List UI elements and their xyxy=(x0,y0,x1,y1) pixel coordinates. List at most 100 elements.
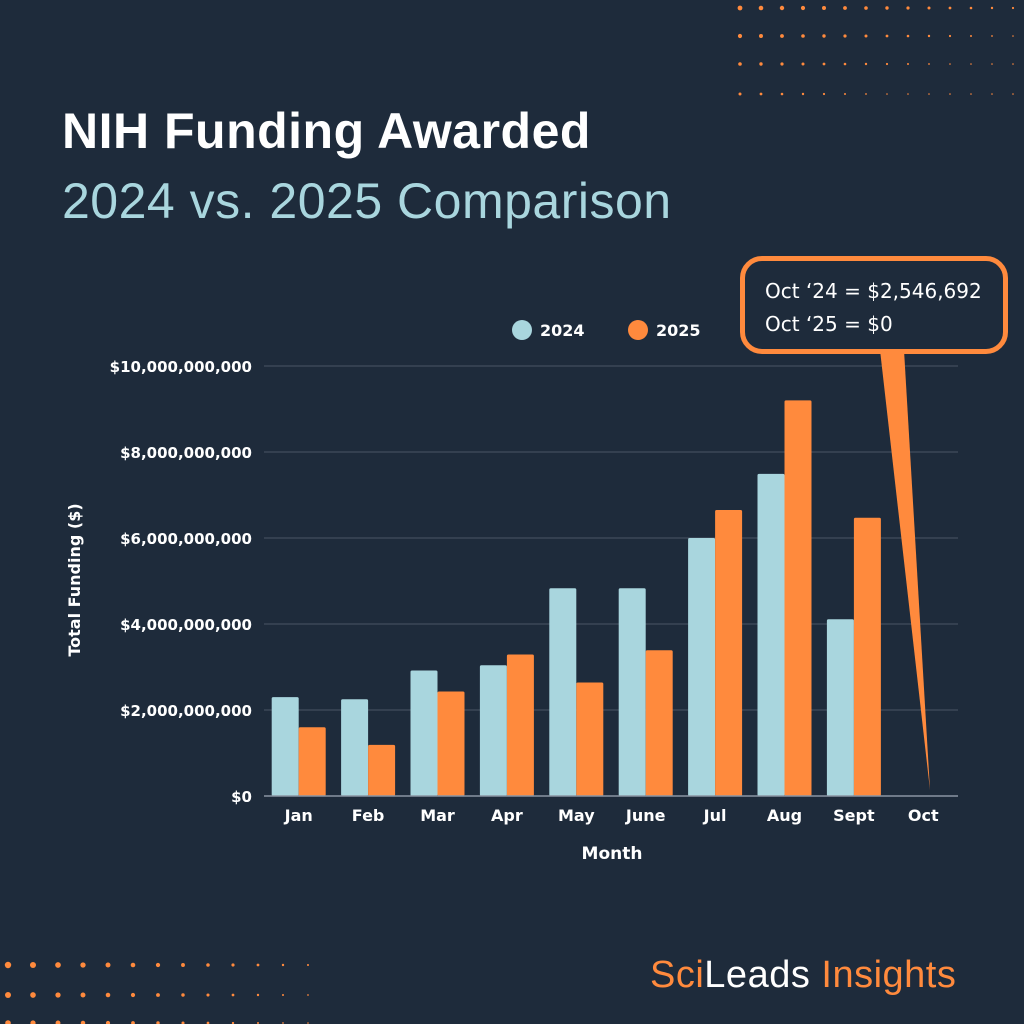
decor-dot xyxy=(307,994,309,996)
x-tick-label: Oct xyxy=(908,806,939,825)
y-axis-label: Total Funding ($) xyxy=(65,503,84,656)
callout-line-2025: Oct ‘25 = $0 xyxy=(765,312,893,336)
legend-marker-2025 xyxy=(628,320,648,340)
decor-dot xyxy=(927,34,931,38)
x-tick-label: Mar xyxy=(420,806,455,825)
x-axis-label: Month xyxy=(582,844,643,864)
decor-dot xyxy=(29,961,37,969)
decor-dot xyxy=(156,1021,160,1024)
bar-2025-jan xyxy=(298,727,326,796)
decor-dot xyxy=(105,1020,111,1024)
decor-dot xyxy=(948,34,952,38)
y-tick-label: $6,000,000,000 xyxy=(120,530,252,548)
legend: 2024 2025 xyxy=(512,320,701,340)
decor-dot xyxy=(5,992,11,998)
decor-dot xyxy=(800,5,806,11)
decor-dot xyxy=(1011,6,1015,10)
decor-dot xyxy=(844,93,846,95)
y-tick-label: $0 xyxy=(231,788,252,806)
decor-dot xyxy=(948,6,952,10)
decor-dot xyxy=(130,992,136,998)
decor-dot xyxy=(759,92,763,96)
bar-2024-sept xyxy=(826,619,854,796)
decor-dot xyxy=(991,35,993,37)
decor-dot xyxy=(780,92,784,96)
decor-dot xyxy=(907,63,909,65)
decor-dot xyxy=(281,963,285,967)
decor-dot xyxy=(737,33,743,39)
x-tick-label: May xyxy=(558,806,595,825)
decor-dot xyxy=(1012,93,1014,95)
decor-dot xyxy=(130,962,136,968)
decor-dot xyxy=(282,1022,284,1024)
x-tick-label: Jan xyxy=(284,806,313,825)
x-tick-labels: Jan Feb Mar Apr May June Jul Aug Sept Oct xyxy=(284,806,939,825)
decor-dot xyxy=(991,93,993,95)
decor-dot xyxy=(256,993,260,997)
brand-logo: SciLeads Insights xyxy=(650,954,956,997)
decor-dot xyxy=(907,93,909,95)
x-tick-label: Aug xyxy=(767,806,802,825)
decor-dot xyxy=(906,6,910,10)
decor-dot xyxy=(281,993,285,997)
decor-dot xyxy=(181,1021,185,1024)
y-tick-labels: $0 $2,000,000,000 $4,000,000,000 $6,000,000… xyxy=(110,358,252,806)
decor-dot xyxy=(737,5,743,11)
decor-dot xyxy=(1012,63,1014,65)
decor-dot xyxy=(206,963,210,967)
bar-2025-mar xyxy=(437,691,465,796)
decor-dot xyxy=(105,992,111,998)
decor-dot xyxy=(801,62,805,66)
legend-label-2025: 2025 xyxy=(656,321,701,340)
decor-dot xyxy=(864,6,868,10)
decor-dot xyxy=(928,93,930,95)
chart-subtitle: 2024 vs. 2025 Comparison xyxy=(62,173,672,229)
bar-2025-sept xyxy=(853,517,881,796)
decor-dot xyxy=(906,34,910,38)
decor-dot xyxy=(865,93,867,95)
decor-dot xyxy=(231,1021,235,1024)
brand-part-insights: Insights xyxy=(810,954,957,996)
decor-dot xyxy=(885,34,889,38)
decor-dot xyxy=(843,62,847,66)
decor-dot xyxy=(155,962,161,968)
decor-dot xyxy=(886,93,888,95)
decor-dot xyxy=(55,992,61,998)
decor-dot xyxy=(80,992,86,998)
bar-2025-june xyxy=(645,650,673,796)
y-tick-label: $4,000,000,000 xyxy=(120,616,252,634)
legend-marker-2024 xyxy=(512,320,532,340)
bar-2025-jul xyxy=(715,510,743,796)
decor-dot xyxy=(949,63,951,65)
y-tick-label: $2,000,000,000 xyxy=(120,702,252,720)
decor-dot xyxy=(758,5,764,11)
decor-dot xyxy=(80,962,86,968)
decor-dot xyxy=(949,93,951,95)
callout-line-2024: Oct ‘24 = $2,546,692 xyxy=(765,279,982,303)
decor-dot xyxy=(822,62,826,66)
decor-dot xyxy=(864,34,868,38)
bar-2025-may xyxy=(576,682,604,796)
decor-dot xyxy=(5,1020,11,1024)
decor-dot xyxy=(843,34,847,38)
bar-2024-may xyxy=(549,588,577,796)
decor-dot xyxy=(231,993,235,997)
brand-part-sci: Sci xyxy=(650,954,705,996)
decor-dot xyxy=(928,63,930,65)
decor-dot xyxy=(970,35,972,37)
decor-dot xyxy=(969,6,973,10)
decor-dot xyxy=(801,34,805,38)
chart-title: NIH Funding Awarded xyxy=(62,103,591,159)
decor-dot xyxy=(864,62,868,66)
x-tick-label: Feb xyxy=(352,806,385,825)
bar-2024-mar xyxy=(410,670,438,796)
x-tick-label: Jul xyxy=(703,806,727,825)
decor-dot xyxy=(738,92,742,96)
decorative-dots-top-right xyxy=(737,5,1015,96)
decor-dot xyxy=(1012,35,1014,37)
decor-dot xyxy=(801,92,805,96)
decor-dot xyxy=(822,34,826,38)
decor-dot xyxy=(55,1020,61,1024)
legend-label-2024: 2024 xyxy=(540,321,585,340)
decor-dot xyxy=(780,34,784,38)
